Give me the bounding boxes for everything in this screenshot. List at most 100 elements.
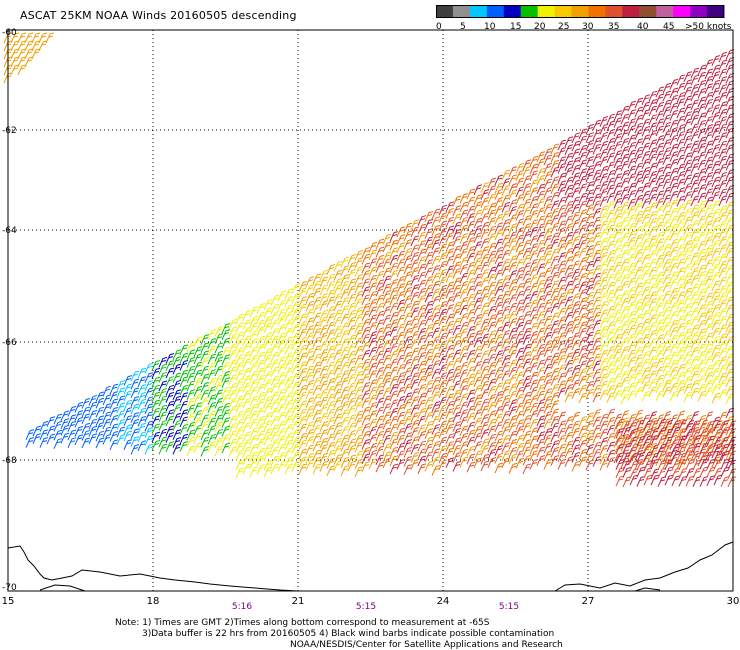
wind-barb: [529, 410, 539, 421]
wind-barb: [95, 406, 105, 418]
wind-barb: [410, 219, 420, 231]
wind-barb: [396, 234, 406, 245]
wind-barb: [599, 325, 609, 337]
wind-barb: [424, 228, 434, 239]
wind-barb: [221, 394, 231, 405]
wind-barb: [655, 214, 665, 226]
wind-barb: [501, 219, 511, 230]
wind-barb: [585, 284, 595, 295]
wind-barb: [340, 256, 350, 268]
wind-barb: [221, 329, 231, 340]
wind-barb: [522, 422, 532, 433]
wind-barb: [636, 435, 646, 447]
wind-barb: [529, 226, 539, 238]
wind-barb: [445, 255, 455, 267]
wind-barb: [291, 412, 301, 424]
wind-barb: [431, 216, 441, 228]
wind-barb: [690, 379, 700, 391]
wind-barb: [515, 193, 525, 205]
wind-barb: [368, 331, 378, 342]
wind-barb: [613, 269, 623, 280]
wind-barb: [641, 245, 651, 257]
wind-barb: [564, 352, 574, 363]
wind-barb: [613, 356, 623, 368]
wind-barb: [697, 184, 707, 195]
coastline: [7, 541, 734, 592]
wind-barb: [368, 401, 378, 413]
wind-barb: [298, 303, 308, 315]
wind-barb: [207, 338, 217, 349]
wind-barb: [606, 328, 616, 340]
wind-barb: [438, 212, 448, 223]
wind-barb: [200, 382, 210, 393]
wind-barb: [382, 258, 392, 269]
wind-barb: [655, 334, 665, 345]
wind-barb: [648, 291, 658, 302]
wind-barb: [431, 424, 441, 435]
wind-barb: [403, 464, 413, 475]
wind-barb: [158, 420, 168, 431]
wind-barb: [431, 224, 441, 236]
wind-barb: [508, 237, 518, 249]
wind-barb: [501, 345, 511, 357]
wind-barb: [557, 220, 567, 232]
wind-barb: [662, 114, 672, 126]
wind-barb: [599, 332, 609, 343]
wind-barb: [671, 426, 681, 438]
wind-barb: [354, 306, 364, 318]
wind-barb: [613, 117, 623, 128]
wind-barb: [459, 263, 469, 275]
wind-barb: [683, 182, 693, 194]
wind-barb: [648, 162, 658, 174]
wind-barb: [298, 400, 308, 412]
wind-barb: [473, 450, 483, 461]
wind-barb: [396, 354, 406, 366]
wind-barb: [529, 290, 539, 302]
wind-barb: [620, 249, 630, 260]
wind-barb: [683, 135, 693, 146]
wind-barb: [298, 423, 308, 435]
wind-barb: [277, 371, 287, 383]
wind-barb: [536, 455, 546, 466]
wind-barb: [620, 137, 630, 149]
wind-barb: [480, 302, 490, 314]
wind-barb: [655, 118, 665, 130]
wind-barb: [487, 401, 497, 413]
wind-barb: [711, 336, 721, 347]
wind-barb: [382, 387, 392, 398]
wind-barb: [641, 278, 651, 290]
wind-barb: [179, 409, 189, 420]
wind-barb: [193, 410, 203, 421]
wind-barb: [431, 376, 441, 388]
wind-barb: [676, 386, 686, 397]
wind-barb: [662, 82, 672, 94]
wind-barb: [529, 187, 539, 198]
wind-barb: [613, 316, 623, 328]
wind-barb: [522, 223, 532, 234]
wind-barb: [389, 342, 399, 354]
wind-barb: [207, 394, 217, 406]
wind-barb: [683, 358, 693, 370]
wind-barb: [655, 93, 665, 105]
wind-barb: [529, 450, 539, 461]
wind-barb: [627, 118, 637, 129]
wind-barb: [627, 341, 637, 353]
wind-barb: [487, 305, 497, 317]
wind-barb: [564, 271, 574, 283]
wind-barb: [298, 448, 308, 460]
wind-barb: [333, 454, 343, 465]
wind-barb: [284, 392, 294, 403]
wind-barb: [172, 437, 182, 448]
wind-barb: [536, 287, 546, 299]
wind-barb: [200, 420, 210, 432]
wind-barb: [431, 239, 441, 250]
wind-barb: [249, 346, 259, 358]
wind-barb: [627, 165, 637, 177]
wind-barb: [403, 398, 413, 410]
lon-label: 15: [2, 596, 15, 607]
wind-barb: [550, 358, 560, 370]
wind-barb: [718, 188, 728, 200]
wind-barb: [249, 315, 259, 327]
wind-barb: [669, 215, 679, 227]
wind-barb: [543, 459, 553, 470]
